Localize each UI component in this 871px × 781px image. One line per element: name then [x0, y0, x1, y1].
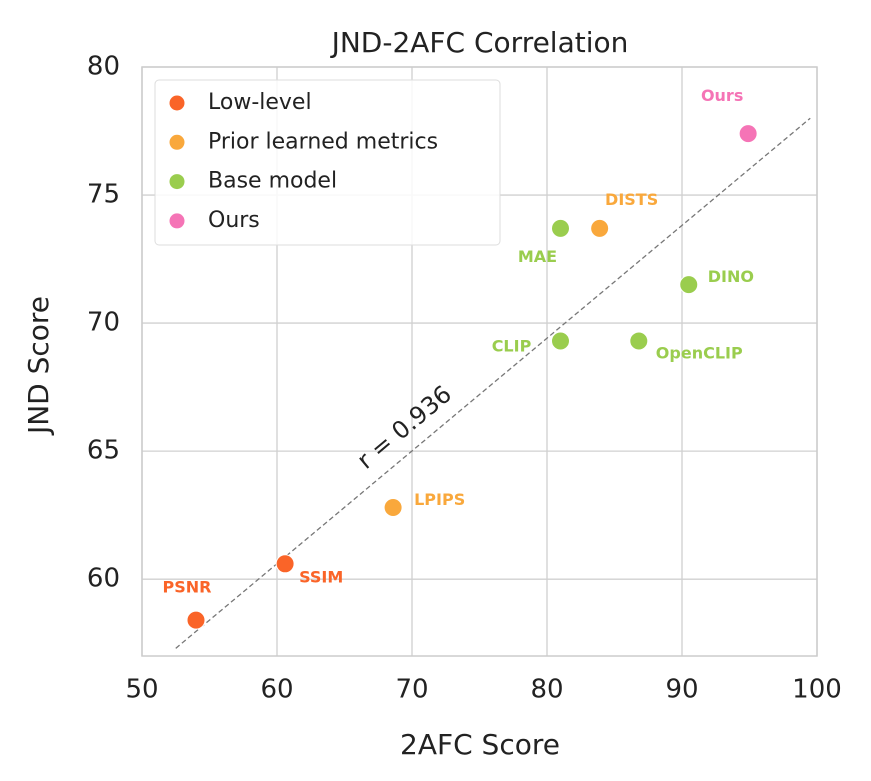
- x-tick-label: 60: [260, 675, 293, 705]
- y-tick-label: 60: [87, 564, 120, 594]
- x-tick-label: 80: [530, 675, 563, 705]
- legend-marker: [169, 174, 185, 190]
- y-tick-label: 75: [87, 180, 120, 210]
- point-label: CLIP: [492, 337, 532, 356]
- point: [679, 275, 699, 295]
- legend-label: Base model: [208, 169, 337, 194]
- legend-box: [154, 79, 501, 246]
- point: [551, 331, 570, 351]
- x-axis-title: 2AFC Score: [400, 728, 560, 761]
- y-tick-label: 80: [87, 52, 120, 82]
- point: [738, 124, 758, 144]
- point-label: MAE: [518, 247, 557, 266]
- point: [186, 610, 206, 630]
- point: [383, 497, 403, 517]
- x-tick-label: 70: [395, 675, 428, 705]
- point-label: DISTS: [605, 190, 658, 209]
- legend-label: Prior learned metrics: [208, 129, 438, 154]
- legend-label: Low-level: [208, 90, 312, 115]
- y-tick-label: 70: [87, 308, 120, 338]
- point-label: OpenCLIP: [656, 344, 743, 363]
- point-label: DINO: [708, 267, 754, 286]
- y-tick-label: 65: [87, 436, 120, 466]
- y-axis-title: JND Score: [22, 296, 55, 436]
- point: [629, 331, 649, 351]
- point-label: Ours: [701, 86, 743, 105]
- x-tick-label: 90: [665, 675, 698, 705]
- legend-marker: [169, 134, 185, 150]
- x-tick-label: 50: [125, 675, 158, 705]
- point: [590, 218, 610, 238]
- point-label: LPIPS: [414, 490, 465, 509]
- chart-title: JND-2AFC Correlation: [330, 26, 629, 59]
- point: [275, 554, 295, 574]
- legend-label: Ours: [208, 208, 260, 233]
- plot-frame: [141, 66, 818, 657]
- point: [551, 218, 570, 238]
- legend-marker: [169, 95, 185, 111]
- legend-marker: [169, 213, 185, 229]
- x-tick-label: 100: [792, 675, 842, 705]
- point-label: PSNR: [163, 578, 212, 597]
- point-label: SSIM: [299, 567, 343, 586]
